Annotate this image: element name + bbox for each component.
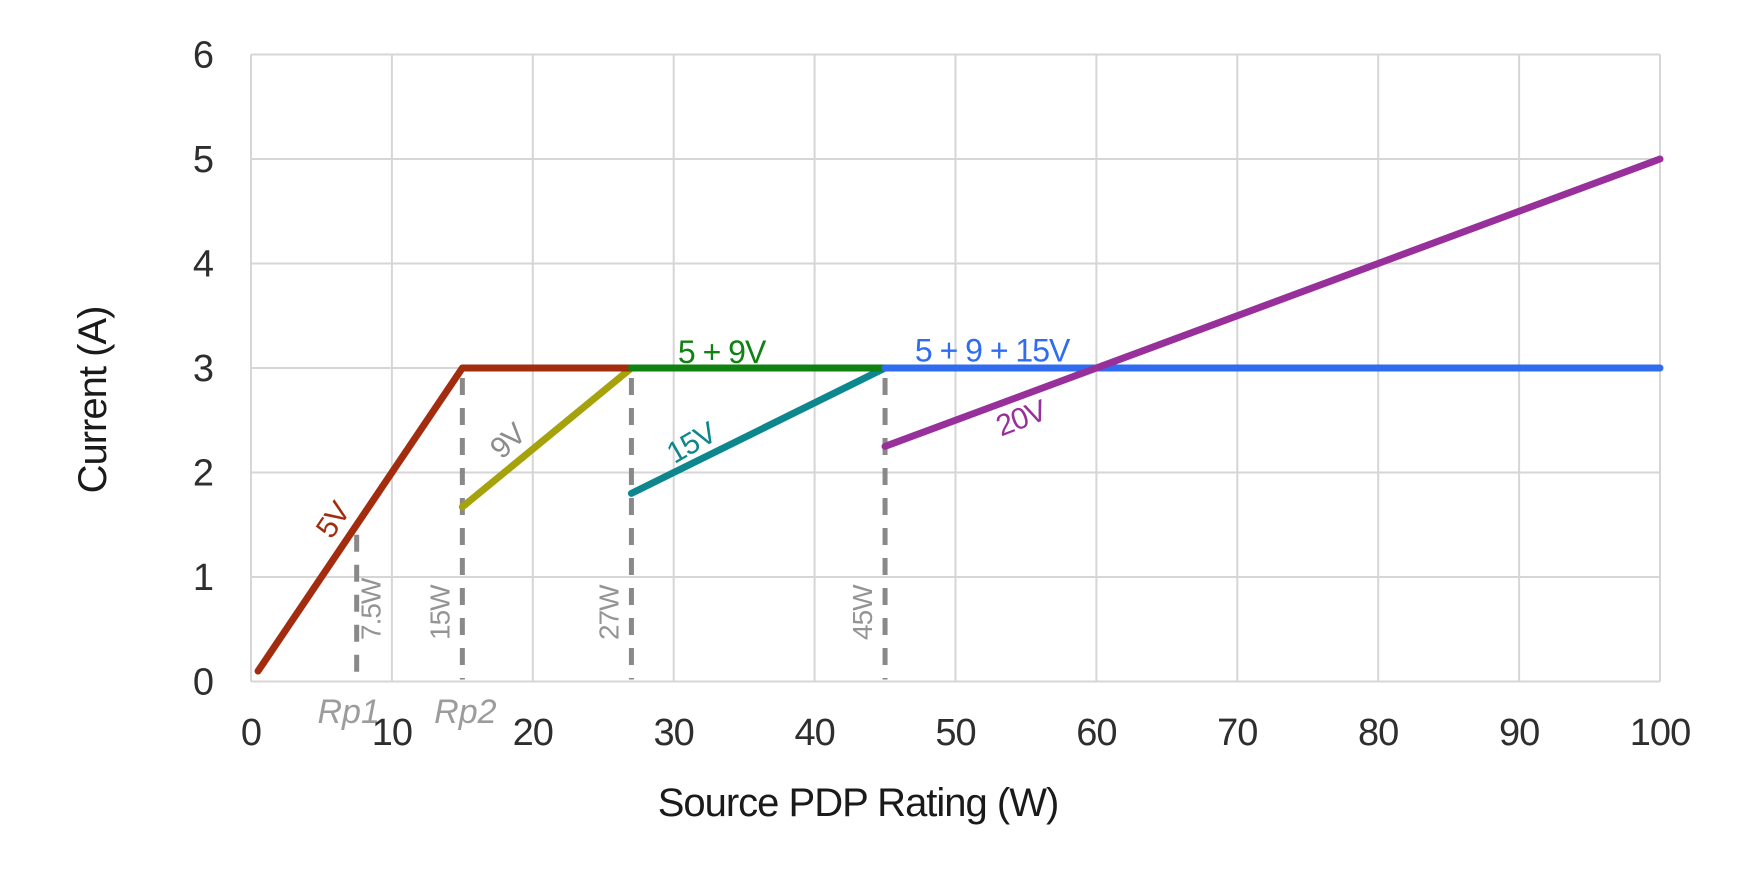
series-label-5915vv: 5 + 9 + 15V: [915, 333, 1071, 369]
y-tick-label: 4: [193, 244, 214, 286]
rp-pullup-label: Rp1: [317, 693, 379, 731]
y-tick-label: 6: [193, 35, 213, 77]
x-tick-label: 10: [372, 712, 412, 754]
power-threshold-markers: 7.5W Rp1 15W Rp2 27W 45W: [317, 378, 888, 731]
series-label-59vv: 5 + 9V: [678, 334, 767, 370]
threshold-watt-label: 45W: [847, 584, 878, 640]
series-lines: [254, 155, 1664, 675]
threshold-watt-label: 15W: [424, 584, 455, 640]
x-axis-title: Source PDP Rating (W): [658, 781, 1059, 825]
x-tick-label: 20: [513, 712, 553, 754]
x-tick-labels: 0 10 20 30 40 50 60 70 80 90 100: [241, 712, 1691, 754]
x-tick-label: 40: [794, 712, 834, 754]
x-tick-label: 50: [935, 712, 975, 754]
rp-pullup-label: Rp2: [434, 693, 496, 731]
series-line-15vv: [627, 364, 889, 497]
series-line-20vv: [881, 155, 1664, 450]
series-line-5vv: [254, 364, 635, 675]
y-tick-label: 1: [193, 557, 213, 599]
x-tick-label: 70: [1217, 712, 1257, 754]
series-line-9vv: [458, 364, 635, 511]
y-tick-label: 0: [193, 662, 213, 704]
y-tick-label: 2: [193, 453, 213, 495]
threshold-watt-label: 7.5W: [356, 577, 387, 640]
y-axis-title: Current (A): [71, 307, 115, 494]
threshold-watt-label: 27W: [593, 584, 624, 640]
x-tick-label: 100: [1630, 712, 1690, 754]
y-tick-labels: 0 1 2 3 4 5 6: [193, 35, 215, 704]
y-tick-label: 3: [193, 348, 213, 390]
x-tick-label: 80: [1358, 712, 1398, 754]
series-label-15vv: 15V: [661, 416, 722, 470]
x-tick-label: 0: [241, 712, 261, 754]
x-tick-label: 30: [654, 712, 694, 754]
x-tick-label: 90: [1499, 712, 1539, 754]
y-tick-label: 5: [193, 139, 213, 181]
gridlines: [250, 53, 1661, 683]
x-tick-label: 60: [1076, 712, 1116, 754]
